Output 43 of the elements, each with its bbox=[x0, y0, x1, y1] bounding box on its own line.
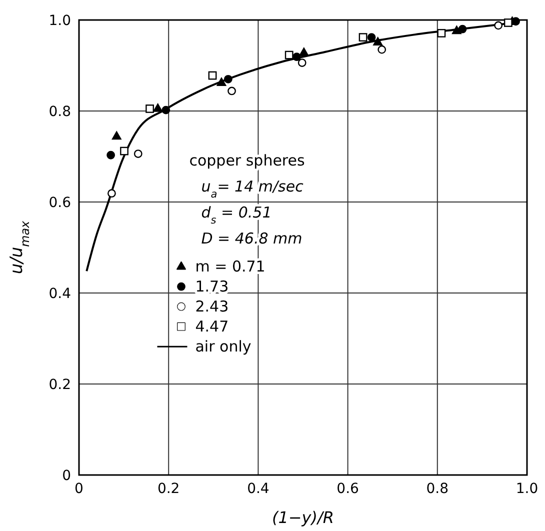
point bbox=[112, 131, 122, 140]
y-tick-label: 0 bbox=[62, 468, 71, 484]
legend-label: 1.73 bbox=[195, 278, 229, 296]
y-tick-label: 1.0 bbox=[48, 13, 71, 29]
annotation: u$_{a}$= 14 m/sec bbox=[201, 178, 304, 201]
point bbox=[224, 74, 232, 84]
x-axis-title: (1−y)/R bbox=[272, 508, 334, 527]
point bbox=[208, 71, 217, 80]
x-tick-label: 0.6 bbox=[336, 481, 360, 497]
point bbox=[162, 106, 170, 114]
point bbox=[153, 104, 163, 112]
point bbox=[504, 18, 512, 27]
point bbox=[292, 52, 301, 62]
point bbox=[284, 50, 294, 60]
point bbox=[437, 28, 446, 38]
point bbox=[298, 58, 306, 67]
x-tick-label: 0.8 bbox=[426, 481, 449, 497]
point bbox=[108, 189, 116, 198]
point bbox=[106, 150, 116, 160]
point bbox=[228, 86, 236, 96]
point bbox=[120, 146, 128, 156]
point bbox=[358, 33, 368, 42]
x-tick-label: 1.0 bbox=[516, 481, 538, 497]
point bbox=[373, 37, 383, 46]
point bbox=[494, 21, 503, 30]
y-tick-label: 0.2 bbox=[48, 377, 71, 393]
x-tick-label: 0 bbox=[74, 481, 84, 497]
x-tick-label: 0.4 bbox=[247, 481, 270, 497]
legend-label: air only bbox=[195, 338, 252, 356]
legend-label: 4.47 bbox=[195, 318, 229, 336]
point bbox=[299, 48, 309, 56]
point bbox=[216, 78, 226, 86]
point bbox=[452, 26, 462, 34]
y-tick-label: 0.6 bbox=[48, 195, 72, 211]
point bbox=[378, 45, 386, 54]
point bbox=[367, 33, 376, 42]
point bbox=[146, 104, 154, 113]
legend-label: 2.43 bbox=[195, 298, 229, 316]
y-tick-label: 0.8 bbox=[48, 104, 71, 120]
y-tick-label: 0.4 bbox=[48, 286, 72, 302]
x-tick-label: 0.2 bbox=[157, 481, 180, 497]
point bbox=[134, 150, 142, 158]
point bbox=[458, 24, 467, 34]
